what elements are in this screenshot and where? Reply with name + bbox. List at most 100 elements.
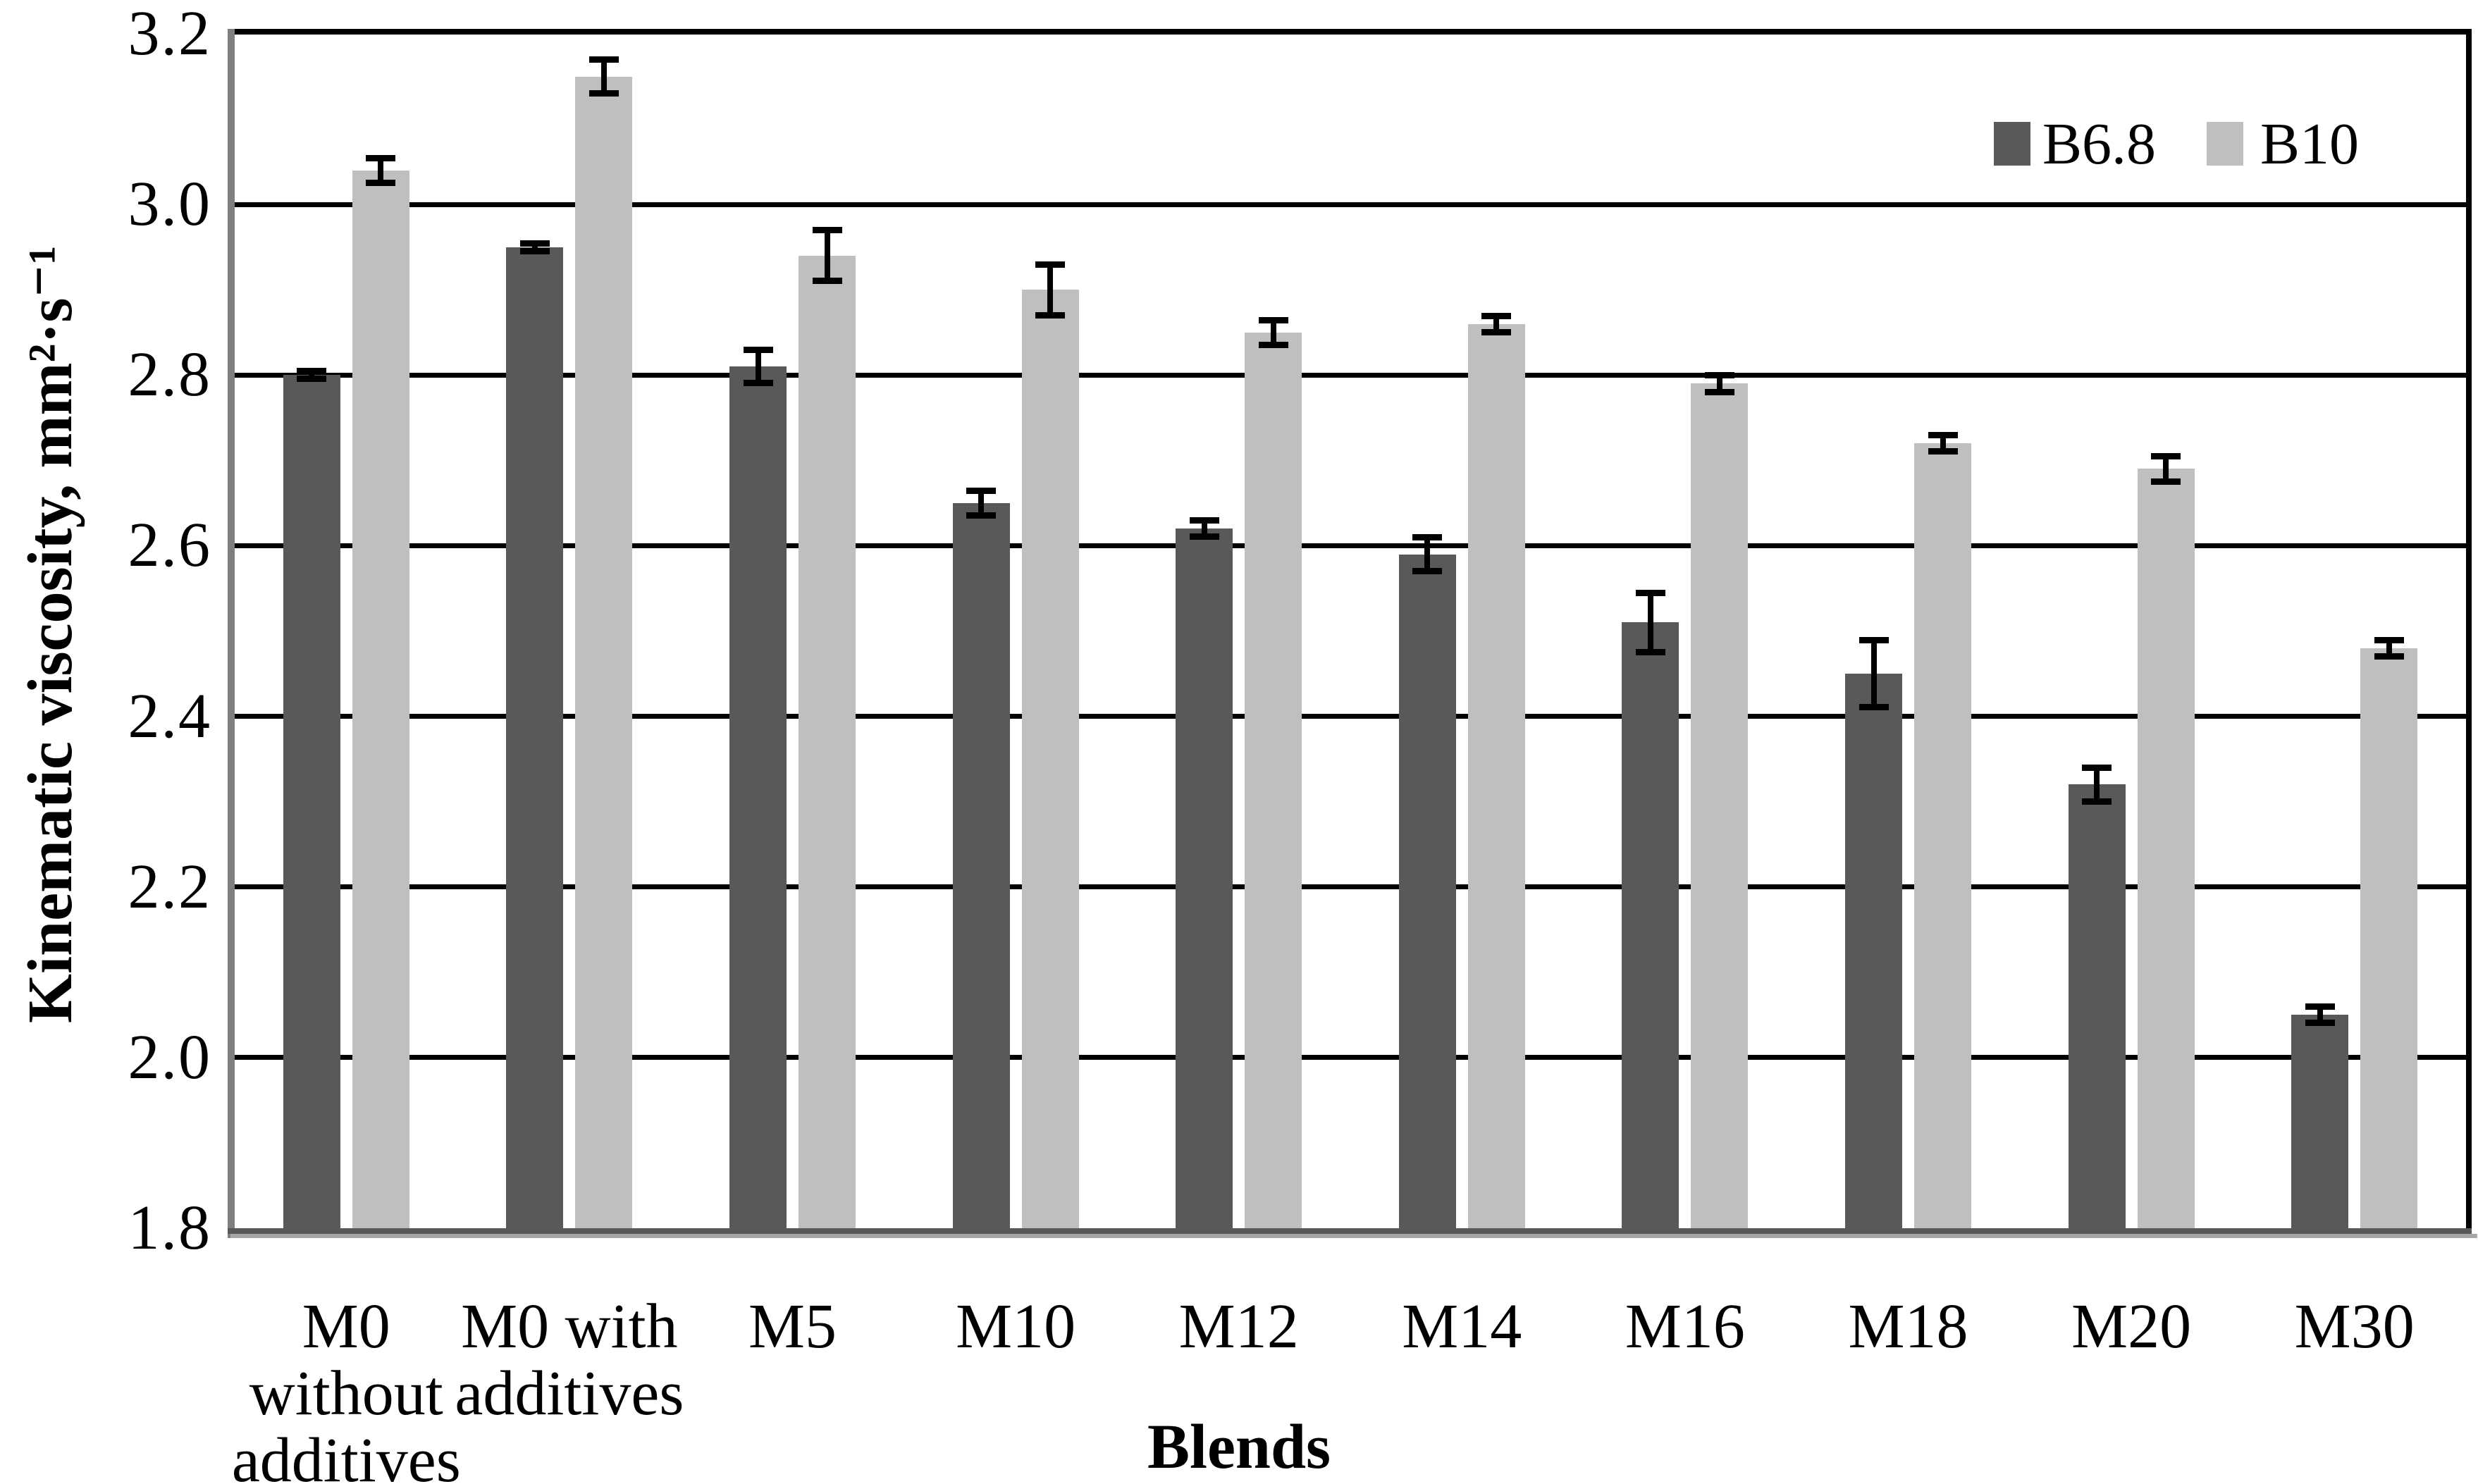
error-bar-cap-top [2374, 636, 2404, 643]
x-category-label-m0-without-additives: M0 without additives [232, 1293, 461, 1484]
y-tick-label: 1.8 [128, 1193, 211, 1263]
x-axis-title: Blends [1147, 1412, 1331, 1482]
error-bar-b10-9 [2386, 639, 2392, 657]
error-bar-b6-8-6 [1647, 593, 1653, 653]
x-category-label-m30: M30 [2295, 1293, 2415, 1360]
y-tick-label: 2.0 [128, 1022, 211, 1092]
bar-b10-0 [352, 170, 409, 1228]
x-category-label-line: M12 [1178, 1292, 1299, 1361]
x-category-label-line: M16 [1625, 1292, 1745, 1361]
y-tick-label: 2.2 [128, 851, 211, 922]
error-bar-b10-4 [1270, 319, 1276, 345]
error-bar-b6-8-7 [1870, 639, 1877, 708]
error-bar-cap-bottom [519, 247, 550, 254]
bar-b10-5 [1467, 323, 1525, 1228]
error-bar-b10-7 [1940, 435, 1946, 452]
gridline [235, 884, 2466, 890]
error-bar-cap-top [2305, 1003, 2335, 1010]
error-bar-cap-bottom [1035, 311, 1066, 319]
error-bar-cap-top [588, 56, 619, 63]
bar-b6-8-3 [952, 502, 1010, 1228]
error-bar-b6-8-9 [2317, 1006, 2323, 1024]
error-bar-cap-top [1412, 534, 1443, 541]
error-bar-cap-bottom [366, 179, 396, 186]
legend-label-b10: B10 [2260, 111, 2360, 177]
error-bar-b6-8-5 [1424, 537, 1431, 571]
x-category-label-m18: M18 [1848, 1293, 1968, 1360]
gridline [235, 202, 2466, 207]
gridline [235, 543, 2466, 548]
error-bar-cap-bottom [2151, 478, 2181, 485]
x-axis-shadow [230, 1234, 2477, 1238]
error-bar-cap-bottom [2305, 1020, 2335, 1027]
error-bar-cap-bottom [1412, 567, 1443, 574]
bar-b10-1 [575, 76, 633, 1228]
error-bar-cap-top [812, 227, 842, 234]
plot-border-top [228, 29, 2472, 35]
error-bar-cap-bottom [1704, 388, 1734, 395]
error-bar-cap-top [1189, 517, 1219, 524]
x-category-label-m16: M16 [1625, 1293, 1745, 1360]
legend-swatch-b10 [2207, 122, 2243, 166]
error-bar-cap-bottom [1928, 448, 1958, 455]
bar-b6-8-9 [2291, 1015, 2349, 1228]
x-category-label-m20: M20 [2071, 1293, 2191, 1360]
legend-label-b6-8: B6.8 [2042, 111, 2157, 177]
y-tick-label: 3.0 [128, 169, 211, 240]
bar-b6-8-4 [1176, 528, 1233, 1228]
gridline [235, 372, 2466, 378]
error-bar-cap-top [1859, 636, 1889, 643]
error-bar-cap-top [743, 346, 773, 353]
x-category-label-m5: M5 [748, 1293, 837, 1360]
x-category-label-line: M5 [748, 1292, 837, 1361]
gridline [235, 1055, 2466, 1061]
error-bar-b10-6 [1716, 375, 1722, 392]
error-bar-b6-8-3 [978, 490, 985, 517]
error-bar-b10-1 [600, 59, 607, 94]
x-category-label-line: M30 [2294, 1292, 2415, 1361]
error-bar-cap-bottom [966, 512, 997, 519]
error-bar-b10-2 [824, 230, 830, 282]
error-bar-cap-top [966, 487, 997, 494]
error-bar-cap-bottom [812, 278, 842, 285]
error-bar-b10-5 [1493, 315, 1500, 333]
bar-b6-8-5 [1398, 554, 1456, 1228]
error-bar-cap-top [2151, 453, 2181, 460]
error-bar-cap-top [2082, 765, 2112, 772]
error-bar-cap-top [1258, 316, 1288, 323]
error-bar-cap-bottom [1481, 328, 1512, 335]
bar-b10-4 [1245, 332, 1302, 1228]
x-category-label-m0-with-additives: M0 with additives [455, 1293, 684, 1427]
error-bar-cap-bottom [1258, 341, 1288, 348]
error-bar-cap-bottom [1635, 648, 1665, 655]
bar-b6-8-6 [1622, 622, 1679, 1228]
error-bar-cap-bottom [2374, 653, 2404, 660]
x-category-label-m12: M12 [1179, 1293, 1299, 1360]
x-category-label-line: M0 [302, 1292, 390, 1361]
error-bar-cap-top [519, 240, 550, 247]
x-category-label-line: additives [455, 1359, 684, 1428]
x-category-label-line: M10 [956, 1292, 1076, 1361]
x-category-label-line: M0 with [461, 1292, 678, 1361]
x-category-label-line: M14 [1402, 1292, 1522, 1361]
error-bar-cap-top [1704, 372, 1734, 379]
bar-b6-8-1 [506, 247, 564, 1228]
bar-b6-8-8 [2068, 784, 2126, 1228]
error-bar-cap-top [1481, 312, 1512, 319]
error-bar-cap-top [1035, 261, 1066, 268]
x-category-label-line: M20 [2071, 1292, 2192, 1361]
bar-b10-3 [1021, 290, 1079, 1228]
bar-b6-8-2 [729, 366, 787, 1228]
bar-b10-8 [2137, 469, 2195, 1228]
x-category-label-line: additives [231, 1426, 461, 1484]
error-bar-b10-3 [1047, 264, 1054, 316]
error-bar-b6-8-8 [2094, 767, 2100, 802]
bar-b6-8-7 [1845, 674, 1902, 1228]
x-category-label-line: without [249, 1359, 443, 1428]
y-tick-label: 2.8 [128, 340, 211, 410]
x-category-label-m14: M14 [1402, 1293, 1522, 1360]
error-bar-cap-top [1928, 432, 1958, 439]
y-tick-label: 3.2 [128, 0, 211, 68]
bar-b10-6 [1691, 383, 1749, 1228]
